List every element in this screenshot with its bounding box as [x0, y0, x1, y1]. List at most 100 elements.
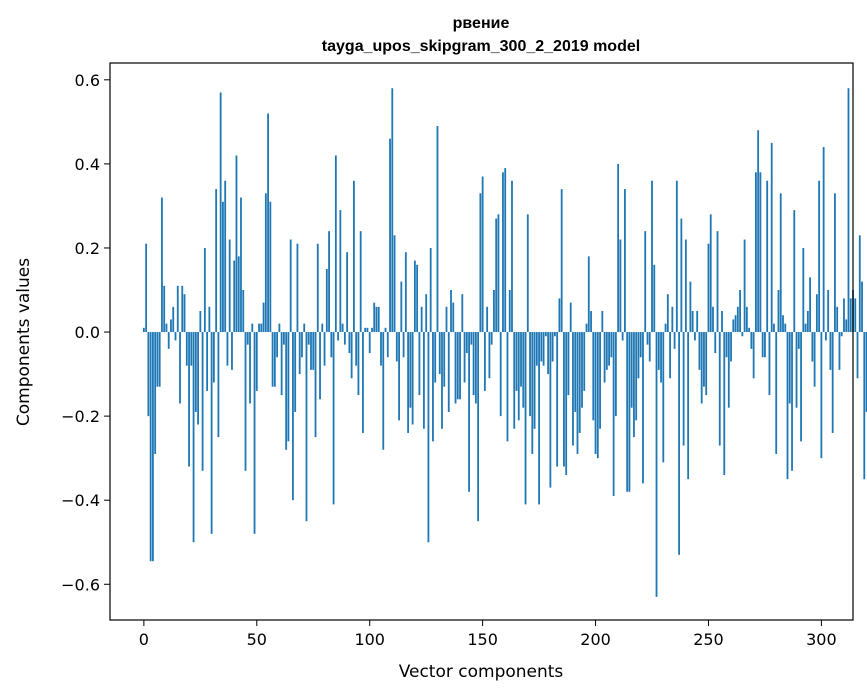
bar-106 — [382, 332, 384, 450]
bar-200 — [595, 332, 597, 454]
bar-221 — [642, 332, 644, 483]
bar-43 — [240, 198, 242, 333]
bar-148 — [477, 332, 479, 521]
bar-35 — [222, 202, 224, 332]
bar-151 — [484, 332, 486, 391]
bar-103 — [376, 307, 378, 332]
bar-164 — [513, 332, 515, 429]
bar-143 — [466, 332, 468, 353]
bar-58 — [274, 332, 276, 387]
bar-45 — [245, 332, 247, 471]
bar-135 — [448, 332, 450, 412]
bar-286 — [789, 332, 791, 403]
bar-207 — [610, 332, 612, 357]
bar-10 — [166, 324, 168, 332]
bar-291 — [800, 332, 802, 441]
bar-14 — [175, 332, 177, 340]
bar-189 — [570, 303, 572, 332]
bar-156 — [495, 219, 497, 332]
bar-186 — [563, 332, 565, 467]
bar-0 — [143, 328, 145, 332]
bar-254 — [717, 231, 719, 332]
bar-279 — [773, 324, 775, 332]
bar-132 — [441, 332, 443, 429]
bar-163 — [511, 181, 513, 332]
bar-149 — [479, 193, 481, 332]
bar-297 — [814, 332, 816, 387]
bar-116 — [405, 252, 407, 332]
x-tick-label: 300 — [806, 630, 837, 649]
bar-319 — [863, 332, 865, 479]
bar-232 — [667, 294, 669, 332]
bar-184 — [559, 298, 561, 332]
bar-19 — [186, 332, 188, 366]
bar-197 — [588, 256, 590, 332]
bar-284 — [784, 324, 786, 332]
bar-101 — [371, 328, 373, 332]
bar-157 — [498, 214, 500, 332]
bar-266 — [744, 240, 746, 332]
bar-181 — [552, 332, 554, 361]
bar-145 — [470, 332, 472, 345]
bar-243 — [692, 311, 694, 332]
bar-54 — [265, 193, 267, 332]
bar-129 — [434, 332, 436, 382]
bar-49 — [254, 332, 256, 534]
bar-128 — [432, 332, 434, 441]
bar-226 — [653, 265, 655, 332]
x-tick-label: 250 — [693, 630, 724, 649]
bar-96 — [360, 231, 362, 332]
bar-71 — [303, 324, 305, 332]
x-tick-label: 100 — [354, 630, 385, 649]
bar-99 — [367, 328, 369, 332]
bar-281 — [778, 290, 780, 332]
bar-313 — [850, 298, 852, 332]
bar-176 — [540, 332, 542, 361]
bar-294 — [807, 311, 809, 332]
bar-196 — [586, 324, 588, 332]
bar-97 — [362, 332, 364, 433]
bar-315 — [854, 298, 856, 332]
bar-199 — [592, 332, 594, 420]
bar-147 — [475, 332, 477, 403]
bar-31 — [213, 332, 215, 382]
bar-261 — [732, 319, 734, 332]
bar-253 — [714, 332, 716, 353]
bar-269 — [750, 332, 752, 349]
bar-209 — [615, 332, 617, 416]
y-tick-label: 0.6 — [75, 71, 100, 90]
bar-40 — [233, 261, 235, 332]
bar-117 — [407, 332, 409, 433]
bar-112 — [396, 332, 398, 361]
bar-139 — [457, 332, 459, 399]
bar-318 — [861, 282, 863, 332]
bar-133 — [443, 332, 445, 387]
bar-114 — [400, 282, 402, 332]
bar-1 — [145, 244, 147, 332]
bar-249 — [705, 332, 707, 395]
bar-15 — [177, 286, 179, 332]
bar-111 — [394, 235, 396, 332]
bar-206 — [608, 332, 610, 366]
bar-230 — [662, 332, 664, 462]
y-tick-label: −0.6 — [61, 575, 100, 594]
bar-79 — [321, 324, 323, 332]
bar-187 — [565, 332, 567, 475]
bar-211 — [619, 240, 621, 332]
bar-55 — [267, 113, 269, 332]
bar-169 — [525, 332, 527, 504]
bar-190 — [572, 332, 574, 446]
bar-185 — [561, 189, 563, 332]
bar-74 — [310, 332, 312, 370]
bar-108 — [387, 332, 389, 357]
bar-119 — [412, 332, 414, 424]
bar-155 — [493, 290, 495, 332]
bar-204 — [604, 332, 606, 382]
bar-191 — [574, 332, 576, 412]
bar-27 — [204, 248, 206, 332]
bar-78 — [319, 332, 321, 399]
bar-237 — [678, 332, 680, 555]
bar-53 — [263, 303, 265, 332]
bar-72 — [306, 332, 308, 521]
